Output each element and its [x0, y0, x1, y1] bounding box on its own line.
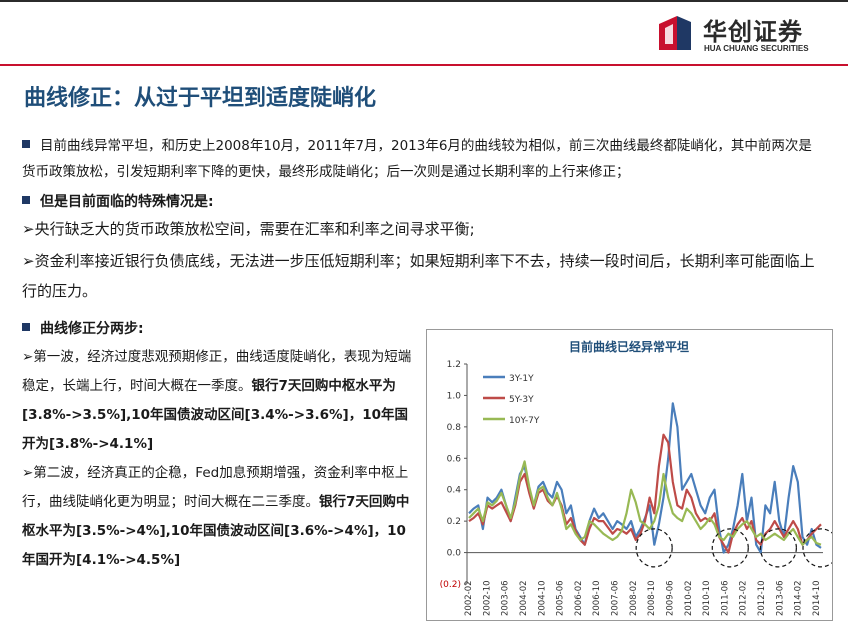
x-tick-label: 2007-06	[611, 580, 621, 616]
x-tick-label: 2012-10	[757, 580, 767, 616]
y-tick-label: 1.0	[447, 391, 462, 401]
two-step-description: ➢第一波，经济过度悲观预期修正，曲线适度陡峭化，表现为短端稳定，长端上行，时间大…	[22, 343, 417, 575]
legend-label: 3Y-1Y	[509, 374, 534, 384]
x-tick-label: 2010-02	[684, 580, 694, 616]
x-tick-label: 2008-02	[629, 580, 639, 616]
paragraph-4: ➢资金利率接近银行负债底线，无法进一步压低短期利率；如果短期利率下不去，持续一段…	[22, 246, 822, 306]
x-tick-label: 2004-10	[537, 580, 547, 616]
highlight-circle	[803, 529, 832, 567]
top-rule	[0, 0, 848, 2]
logo-mark-icon	[655, 14, 693, 52]
x-tick-label: 2014-10	[812, 580, 822, 616]
x-tick-label: 2009-06	[665, 580, 675, 616]
paragraph-5: 曲线修正分两步:	[22, 316, 144, 342]
x-tick-label: 2002-02	[464, 580, 474, 616]
x-tick-label: 2002-10	[482, 580, 492, 616]
highlight-circle	[760, 529, 796, 567]
chart-legend: 3Y-1Y 5Y-3Y 10Y-7Y	[483, 374, 540, 426]
paragraph-3: ➢央行缺乏大的货币政策放松空间，需要在汇率和利率之间寻求平衡;	[22, 216, 475, 242]
paragraph-2: 但是目前面临的特殊情况是:	[22, 189, 214, 215]
y-tick-label: 1.2	[447, 360, 461, 370]
x-tick-label: 2008-10	[647, 580, 657, 616]
x-tick-label: 2013-06	[775, 580, 785, 616]
spread-line-chart: 目前曲线已经异常平坦 (0.2) 0.0 0.2 0.4 0.6 0.8 1.0 1.2 200…	[427, 330, 832, 620]
x-tick-label: 2006-02	[574, 580, 584, 616]
chart-container: 目前曲线已经异常平坦 (0.2) 0.0 0.2 0.4 0.6 0.8 1.0 1.2 200…	[426, 329, 833, 621]
legend-label: 10Y-7Y	[509, 416, 540, 426]
y-tick-label: 0.8	[447, 423, 462, 433]
y-tick-label: 0.4	[447, 486, 462, 496]
slide-title: 曲线修正：从过于平坦到适度陡峭化	[24, 80, 376, 112]
x-tick-label: 2011-06	[720, 580, 730, 616]
x-tick-label: 2014-02	[794, 580, 804, 616]
series-line-5Y-3Y	[469, 435, 821, 553]
y-tick-label: (0.2)	[440, 580, 461, 590]
legend-label: 5Y-3Y	[509, 395, 534, 405]
y-tick-label: 0.0	[447, 549, 462, 559]
square-bullet-icon	[22, 140, 30, 148]
paragraph-2-text: 但是目前面临的特殊情况是:	[40, 194, 214, 210]
logo-text-cn: 华创证券	[703, 12, 803, 47]
chart-title: 目前曲线已经异常平坦	[569, 339, 689, 354]
square-bullet-icon	[22, 196, 30, 204]
x-tick-label: 2004-02	[519, 580, 529, 616]
x-tick-label: 2005-06	[556, 580, 566, 616]
square-bullet-icon	[22, 323, 30, 331]
company-logo: 华创证券 HUA CHUANG SECURITIES	[655, 10, 835, 56]
logo-text-en: HUA CHUANG SECURITIES	[704, 44, 809, 53]
y-tick-label: 0.6	[447, 454, 462, 464]
x-tick-label: 2003-06	[501, 580, 511, 616]
title-rule	[0, 64, 848, 66]
paragraph-1: 目前曲线异常平坦，和历史上2008年10月，2011年7月，2013年6月的曲线…	[22, 133, 822, 185]
paragraph-1-text: 目前曲线异常平坦，和历史上2008年10月，2011年7月，2013年6月的曲线…	[22, 138, 812, 180]
y-tick-label: 0.2	[447, 517, 461, 527]
paragraph-5-text: 曲线修正分两步:	[40, 321, 144, 337]
x-tick-label: 2006-10	[592, 580, 602, 616]
x-tick-label: 2012-02	[739, 580, 749, 616]
x-tick-label: 2010-10	[702, 580, 712, 616]
